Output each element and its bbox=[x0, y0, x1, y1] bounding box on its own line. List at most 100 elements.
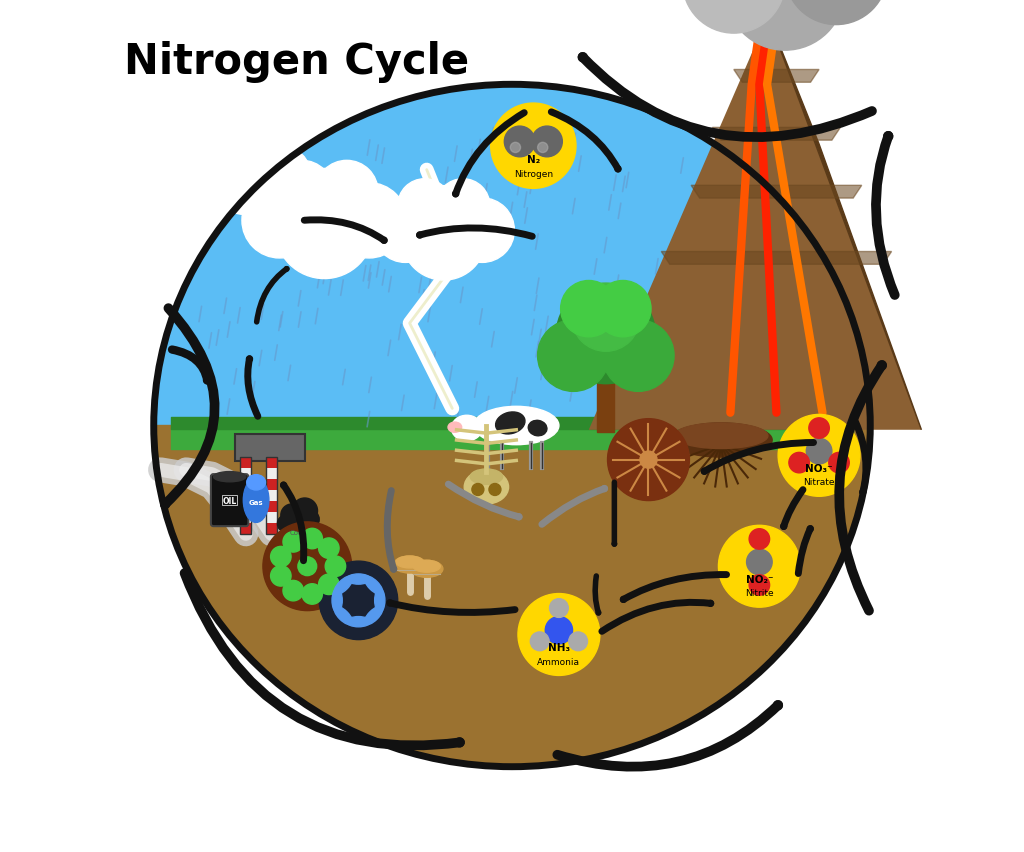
Circle shape bbox=[278, 165, 328, 215]
Circle shape bbox=[401, 197, 486, 281]
Text: Nitrate: Nitrate bbox=[804, 478, 835, 486]
Ellipse shape bbox=[413, 561, 440, 573]
Ellipse shape bbox=[452, 416, 482, 441]
Bar bbox=[241, 512, 252, 523]
Circle shape bbox=[326, 556, 346, 577]
Ellipse shape bbox=[334, 577, 352, 595]
Bar bbox=[266, 512, 278, 523]
Bar bbox=[241, 458, 252, 534]
Ellipse shape bbox=[470, 469, 503, 485]
Ellipse shape bbox=[346, 574, 371, 584]
Circle shape bbox=[298, 557, 316, 576]
Circle shape bbox=[241, 163, 306, 228]
Ellipse shape bbox=[244, 478, 269, 523]
Circle shape bbox=[436, 180, 489, 233]
Circle shape bbox=[270, 566, 291, 586]
Circle shape bbox=[315, 161, 378, 224]
Circle shape bbox=[683, 0, 785, 34]
Circle shape bbox=[719, 526, 801, 607]
FancyBboxPatch shape bbox=[211, 475, 249, 527]
Ellipse shape bbox=[674, 423, 768, 449]
Text: NH₃: NH₃ bbox=[548, 642, 570, 652]
Circle shape bbox=[267, 150, 309, 192]
Circle shape bbox=[218, 165, 268, 215]
Polygon shape bbox=[662, 252, 892, 265]
Polygon shape bbox=[154, 426, 870, 767]
Ellipse shape bbox=[375, 589, 385, 613]
Circle shape bbox=[788, 453, 809, 474]
Circle shape bbox=[560, 281, 616, 337]
Circle shape bbox=[531, 127, 562, 158]
Bar bbox=[266, 491, 278, 501]
Bar bbox=[266, 523, 278, 534]
Ellipse shape bbox=[449, 423, 462, 433]
Circle shape bbox=[778, 415, 860, 497]
Text: NO₃⁻: NO₃⁻ bbox=[805, 463, 833, 473]
Circle shape bbox=[602, 320, 674, 392]
Ellipse shape bbox=[247, 475, 265, 491]
Text: Nitrogen: Nitrogen bbox=[514, 170, 553, 179]
Circle shape bbox=[302, 529, 323, 550]
Circle shape bbox=[297, 170, 351, 223]
Ellipse shape bbox=[474, 407, 559, 445]
Circle shape bbox=[292, 498, 317, 524]
Circle shape bbox=[283, 581, 303, 602]
Circle shape bbox=[518, 594, 600, 676]
Circle shape bbox=[556, 285, 655, 384]
Bar bbox=[241, 501, 252, 512]
Circle shape bbox=[270, 547, 291, 567]
Polygon shape bbox=[597, 369, 614, 433]
Text: N₂: N₂ bbox=[526, 154, 540, 164]
Circle shape bbox=[281, 504, 303, 527]
Circle shape bbox=[530, 632, 549, 651]
Polygon shape bbox=[691, 186, 862, 199]
Ellipse shape bbox=[334, 607, 352, 625]
Circle shape bbox=[238, 150, 280, 192]
Ellipse shape bbox=[393, 556, 426, 573]
Circle shape bbox=[595, 281, 651, 337]
Circle shape bbox=[750, 575, 770, 596]
Bar bbox=[241, 491, 252, 501]
Circle shape bbox=[397, 180, 452, 233]
Circle shape bbox=[287, 516, 307, 537]
Circle shape bbox=[319, 561, 397, 640]
Circle shape bbox=[538, 320, 609, 392]
Circle shape bbox=[505, 127, 535, 158]
Bar bbox=[234, 435, 305, 462]
Circle shape bbox=[373, 199, 437, 263]
Circle shape bbox=[255, 155, 291, 191]
Ellipse shape bbox=[346, 617, 371, 627]
Bar bbox=[266, 458, 278, 469]
Polygon shape bbox=[713, 128, 841, 141]
Ellipse shape bbox=[528, 421, 547, 436]
Text: Nitrite: Nitrite bbox=[745, 589, 774, 597]
Circle shape bbox=[318, 538, 339, 559]
Bar bbox=[266, 480, 278, 491]
Circle shape bbox=[283, 532, 303, 552]
Circle shape bbox=[806, 439, 831, 464]
Circle shape bbox=[568, 632, 588, 651]
Polygon shape bbox=[768, 17, 922, 430]
Ellipse shape bbox=[744, 7, 792, 28]
Circle shape bbox=[809, 418, 829, 439]
Circle shape bbox=[550, 599, 568, 618]
Polygon shape bbox=[734, 71, 819, 83]
Circle shape bbox=[263, 522, 351, 611]
Circle shape bbox=[538, 143, 548, 153]
Circle shape bbox=[275, 181, 374, 279]
Circle shape bbox=[750, 529, 770, 550]
Circle shape bbox=[545, 617, 572, 644]
Circle shape bbox=[607, 419, 689, 501]
Circle shape bbox=[489, 484, 501, 496]
Ellipse shape bbox=[464, 470, 509, 504]
Ellipse shape bbox=[496, 412, 525, 435]
Bar bbox=[241, 523, 252, 534]
Ellipse shape bbox=[365, 607, 383, 625]
Circle shape bbox=[490, 104, 575, 189]
Circle shape bbox=[785, 0, 888, 26]
Circle shape bbox=[640, 452, 657, 469]
Circle shape bbox=[725, 0, 845, 51]
Circle shape bbox=[510, 143, 520, 153]
Polygon shape bbox=[589, 17, 922, 430]
Circle shape bbox=[746, 550, 772, 575]
